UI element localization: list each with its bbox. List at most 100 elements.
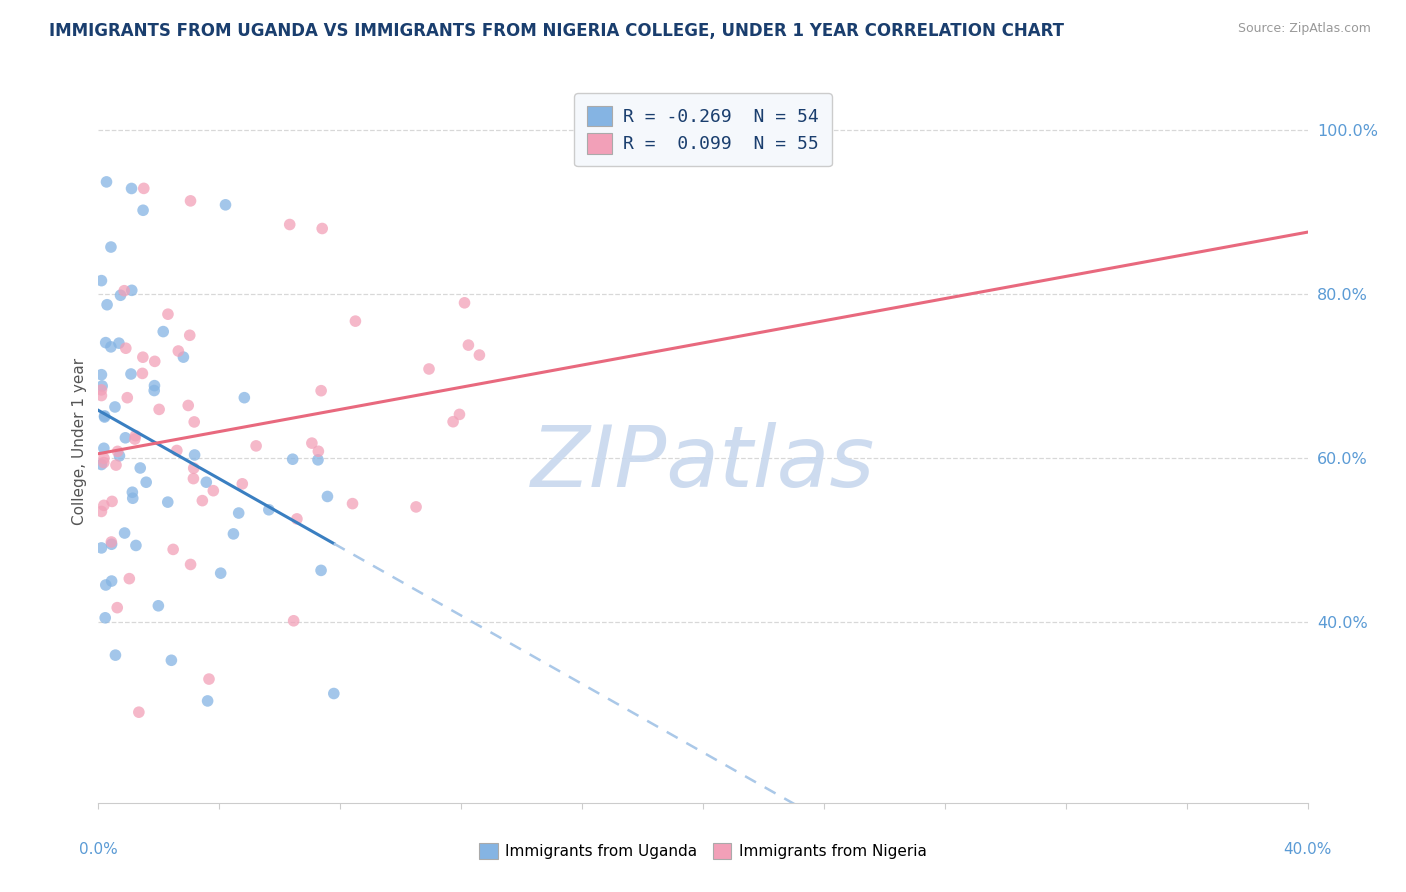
Point: [105, 600, 128, 615]
Point: [209, 566, 232, 581]
Text: IMMIGRANTS FROM UGANDA VS IMMIGRANTS FROM NIGERIA COLLEGE, UNDER 1 YEAR CORRELAT: IMMIGRANTS FROM UGANDA VS IMMIGRANTS FRO…: [49, 22, 1064, 40]
Point: [148, 599, 170, 613]
Point: [132, 350, 155, 364]
Point: [110, 288, 132, 302]
Text: Source: ZipAtlas.com: Source: ZipAtlas.com: [1237, 22, 1371, 36]
Point: [100, 537, 122, 551]
Point: [257, 502, 280, 516]
Point: [301, 436, 323, 450]
Point: [245, 439, 267, 453]
Point: [93, 499, 115, 513]
Point: [90, 383, 112, 397]
Text: 40.0%: 40.0%: [1284, 842, 1331, 856]
Point: [183, 415, 205, 429]
Point: [166, 443, 188, 458]
Point: [132, 203, 155, 218]
Point: [449, 408, 471, 422]
Point: [90, 541, 112, 555]
Point: [129, 461, 152, 475]
Point: [112, 284, 135, 298]
Point: [114, 431, 136, 445]
Point: [405, 500, 427, 514]
Point: [100, 535, 122, 549]
Point: [167, 344, 190, 359]
Point: [93, 456, 115, 470]
Point: [94, 335, 117, 350]
Point: [197, 694, 219, 708]
Point: [156, 495, 179, 509]
Point: [180, 194, 202, 208]
Point: [202, 483, 225, 498]
Point: [96, 175, 118, 189]
Text: 0.0%: 0.0%: [79, 842, 118, 856]
Point: [125, 538, 148, 552]
Point: [90, 274, 112, 288]
Point: [124, 432, 146, 446]
Point: [90, 368, 112, 382]
Point: [104, 648, 127, 662]
Point: [162, 542, 184, 557]
Point: [152, 325, 174, 339]
Point: [283, 614, 305, 628]
Point: [143, 378, 166, 392]
Point: [114, 526, 136, 541]
Point: [135, 475, 157, 490]
Point: [121, 485, 143, 500]
Point: [118, 572, 141, 586]
Point: [183, 448, 205, 462]
Point: [214, 198, 236, 212]
Point: [309, 384, 332, 398]
Point: [180, 558, 202, 572]
Point: [117, 391, 139, 405]
Point: [121, 491, 143, 506]
Point: [94, 611, 117, 625]
Point: [131, 367, 153, 381]
Point: [468, 348, 491, 362]
Point: [93, 410, 115, 425]
Legend: R = -0.269  N = 54, R =  0.099  N = 55: R = -0.269 N = 54, R = 0.099 N = 55: [575, 93, 831, 166]
Point: [90, 458, 112, 472]
Point: [108, 449, 131, 463]
Point: [120, 367, 142, 381]
Point: [172, 350, 194, 364]
Point: [311, 221, 333, 235]
Point: [94, 578, 117, 592]
Point: [307, 453, 329, 467]
Point: [114, 341, 136, 355]
Point: [93, 409, 115, 423]
Point: [418, 362, 440, 376]
Point: [344, 314, 367, 328]
Point: [104, 400, 127, 414]
Point: [281, 452, 304, 467]
Point: [107, 444, 129, 458]
Point: [90, 388, 112, 402]
Point: [309, 563, 332, 577]
Point: [285, 512, 308, 526]
Point: [198, 672, 221, 686]
Point: [124, 428, 146, 442]
Point: [93, 442, 115, 456]
Point: [93, 451, 115, 466]
Point: [222, 527, 245, 541]
Point: [191, 493, 214, 508]
Point: [322, 686, 344, 700]
Point: [316, 490, 339, 504]
Point: [441, 415, 464, 429]
Point: [231, 476, 253, 491]
Point: [278, 218, 301, 232]
Point: [228, 506, 250, 520]
Legend: Immigrants from Uganda, Immigrants from Nigeria: Immigrants from Uganda, Immigrants from …: [472, 835, 934, 866]
Point: [156, 307, 179, 321]
Point: [179, 328, 201, 343]
Point: [177, 399, 200, 413]
Point: [160, 653, 183, 667]
Point: [183, 472, 205, 486]
Text: ZIPatlas: ZIPatlas: [531, 422, 875, 505]
Point: [100, 340, 122, 354]
Point: [132, 181, 155, 195]
Point: [108, 336, 131, 351]
Point: [307, 444, 329, 458]
Point: [195, 475, 218, 490]
Point: [457, 338, 479, 352]
Point: [90, 504, 112, 518]
